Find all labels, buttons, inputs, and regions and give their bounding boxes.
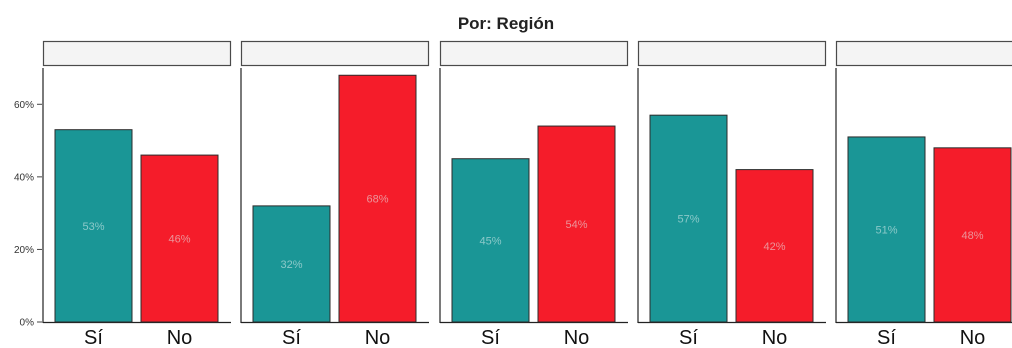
category-label: Sí	[84, 327, 103, 348]
y-tick-label: 20%	[14, 245, 34, 256]
bar-data-label: 51%	[875, 224, 897, 236]
bar-data-label: 48%	[961, 230, 983, 242]
bar-no	[735, 169, 814, 323]
category-label: No	[167, 327, 193, 348]
category-label: Sí	[877, 327, 896, 348]
facet-strip	[439, 40, 629, 67]
bar-si	[451, 158, 530, 323]
facet-panels: 53% Sí 46% No 32% Sí 68% No 45% Sí 54% No 57% Sí 42% No…	[42, 40, 1012, 348]
category-label: Sí	[481, 327, 500, 348]
facet-strip	[42, 40, 232, 67]
bar-data-label: 45%	[479, 235, 501, 247]
chart-subtitle: Por: Región	[458, 14, 554, 33]
category-label: Sí	[282, 327, 301, 348]
bar-data-label: 54%	[565, 219, 587, 231]
category-label: No	[960, 327, 986, 348]
bar-no	[338, 74, 417, 323]
bar-data-label: 46%	[168, 234, 190, 246]
bar-si	[252, 205, 331, 323]
y-tick-label: 40%	[14, 172, 34, 183]
category-label: No	[762, 327, 788, 348]
category-label: Sí	[679, 327, 698, 348]
facet-strip	[240, 40, 430, 67]
facet-strip	[637, 40, 827, 67]
bar-data-label: 68%	[366, 194, 388, 206]
bar-si	[649, 114, 728, 323]
category-label: No	[564, 327, 590, 348]
facet-panel: 57% Sí 42% No	[637, 40, 827, 348]
bar-si	[847, 136, 926, 323]
facet-panel: 45% Sí 54% No	[439, 40, 629, 348]
category-label: No	[365, 327, 391, 348]
bar-data-label: 42%	[763, 241, 785, 253]
bar-data-label: 53%	[82, 221, 104, 233]
facet-panel: 32% Sí 68% No	[240, 40, 430, 348]
facet-panel: 51% Sí 48% No	[835, 40, 1012, 348]
bar-data-label: 57%	[677, 214, 699, 226]
y-axis: 0% 20% 40% 60%	[14, 100, 42, 329]
facet-panel: 53% Sí 46% No	[42, 40, 232, 348]
bar-si	[54, 129, 133, 323]
facet-strip	[835, 40, 1012, 67]
y-tick-label: 60%	[14, 100, 34, 111]
bar-no	[933, 147, 1012, 323]
bar-no	[140, 154, 219, 323]
bar-no	[537, 125, 616, 323]
y-tick-label: 0%	[20, 318, 35, 329]
bar-data-label: 32%	[280, 259, 302, 271]
